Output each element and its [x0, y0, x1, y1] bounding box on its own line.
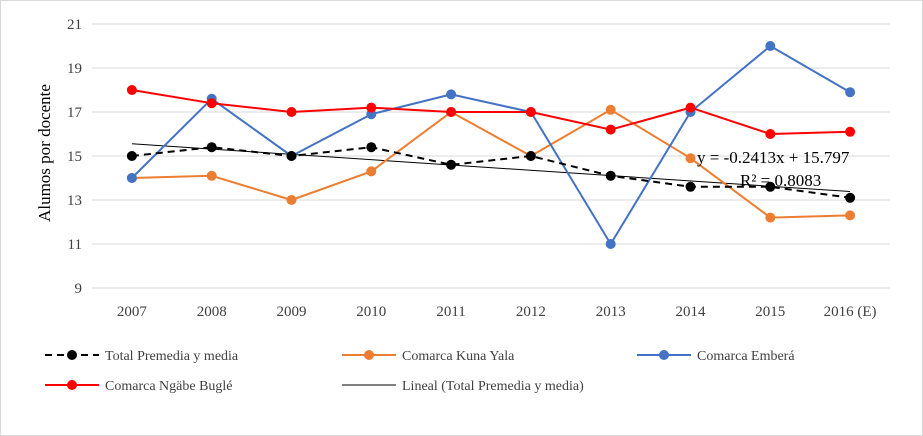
x-axis-ticks: 2007 2008 2009 2010 2011 2012 2013 2014 2015 2016…: [117, 304, 877, 320]
series-0: [126, 142, 856, 203]
legend-label: Lineal (Total Premedia y media): [402, 379, 584, 394]
data-point: [126, 85, 137, 95]
legend-marker: [659, 350, 669, 360]
data-point: [605, 170, 616, 181]
series-line: [131, 146, 851, 199]
data-point: [765, 181, 776, 192]
data-point: [286, 151, 297, 161]
legend-item: Comarca Kuna Yala: [342, 349, 515, 364]
x-tick-label: 2013: [596, 304, 626, 320]
data-point: [206, 142, 217, 153]
y-tick-label: 21: [67, 17, 82, 33]
y-axis-title: Alumos por docente: [35, 84, 54, 222]
data-point: [366, 142, 377, 153]
legend-label: Comarca Emberá: [697, 349, 795, 364]
series-line: [131, 108, 851, 219]
data-point: [765, 41, 776, 51]
x-tick-label: 2007: [117, 304, 148, 320]
legend-label: Total Premedia y media: [105, 349, 239, 364]
data-point: [845, 210, 856, 221]
x-tick-label: 2011: [436, 304, 465, 320]
legend-marker: [67, 350, 77, 360]
data-point: [126, 151, 137, 161]
data-point: [206, 170, 217, 181]
legend-item: Comarca Ngäbe Buglé: [45, 379, 233, 394]
data-point: [845, 126, 856, 137]
data-point: [685, 102, 696, 113]
data-point: [206, 98, 217, 109]
data-point: [446, 107, 457, 117]
data-point: [685, 181, 696, 192]
legend: Total Premedia y media Comarca Kuna Yala C…: [45, 349, 795, 394]
y-tick-label: 17: [67, 105, 83, 121]
data-point: [286, 195, 297, 205]
data-point: [605, 239, 616, 249]
data-point: [685, 153, 696, 164]
series-3: [126, 85, 856, 139]
x-tick-label: 2012: [516, 304, 546, 320]
x-tick-label: 2010: [356, 304, 386, 320]
x-tick-label: 2016 (E): [824, 304, 877, 320]
data-point: [366, 166, 377, 177]
series-line: [131, 89, 851, 135]
y-tick-label: 13: [67, 193, 82, 209]
y-tick-label: 9: [75, 281, 83, 297]
legend-label: Comarca Kuna Yala: [402, 349, 515, 364]
legend-item: Total Premedia y media: [45, 349, 239, 364]
legend-label: Comarca Ngäbe Buglé: [105, 379, 233, 394]
trendline-r-squared: R² = 0.8083: [740, 171, 821, 190]
data-point: [765, 129, 776, 139]
series-layer: [126, 41, 856, 249]
legend-item: Lineal (Total Premedia y media): [342, 379, 584, 394]
data-point: [126, 173, 137, 183]
data-point: [765, 212, 776, 223]
data-point: [286, 107, 297, 117]
x-tick-label: 2009: [277, 304, 307, 320]
x-tick-label: 2008: [197, 304, 227, 320]
data-point: [446, 89, 457, 100]
y-axis-ticks: 9 11 13 15 17 19 21: [67, 17, 83, 297]
data-point: [605, 104, 616, 115]
data-point: [605, 124, 616, 135]
legend-marker: [67, 380, 77, 390]
series-2: [126, 41, 856, 249]
data-point: [366, 102, 377, 113]
series-line: [131, 45, 851, 245]
data-point: [446, 159, 457, 170]
y-tick-label: 19: [67, 61, 82, 77]
y-tick-label: 15: [67, 149, 82, 165]
trendline-equation: y = -0.2413x + 15.797: [697, 148, 850, 167]
x-tick-label: 2015: [755, 304, 785, 320]
data-point: [845, 87, 856, 98]
data-point: [525, 107, 536, 117]
x-tick-label: 2014: [676, 304, 707, 320]
data-point: [845, 192, 856, 203]
legend-item: Comarca Emberá: [637, 349, 795, 364]
legend-marker: [364, 350, 374, 360]
data-point: [525, 151, 536, 161]
y-tick-label: 11: [68, 237, 82, 253]
